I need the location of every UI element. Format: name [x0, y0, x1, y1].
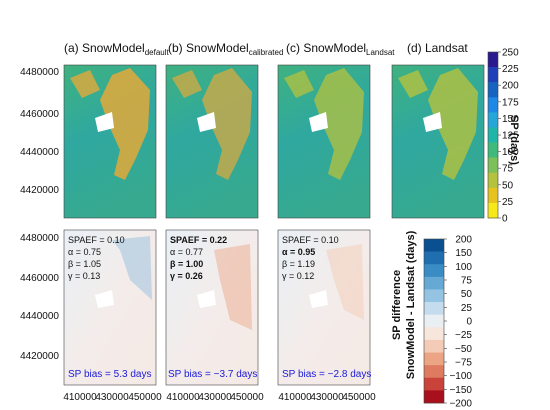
colorbar-bottom-swatch	[424, 339, 444, 353]
x-tick-a-3: 450000	[128, 392, 162, 403]
map-panel-c	[277, 64, 371, 219]
colorbar-bottom-swatch	[424, 276, 444, 290]
x-tick-a-2: 430000	[95, 392, 129, 403]
panel-title-a: (a) SnowModeldefault	[64, 41, 170, 57]
colorbar-top-swatch	[488, 97, 498, 113]
colorbar-bottom-tick-label: −100	[449, 371, 472, 382]
colorbar-bottom-tick-label: 200	[455, 235, 472, 246]
diff-panel-b	[165, 229, 259, 386]
colorbar-top-tick-label: 200	[502, 81, 519, 92]
colorbar-bottom-tick-label: 150	[455, 248, 472, 259]
colorbar-bottom-title: SP difference	[391, 270, 403, 340]
y-tick-bottom-1: 4480000	[20, 233, 59, 244]
bias-b: SP bias = −3.7 days	[168, 369, 257, 380]
colorbar-top-tick-label: 175	[502, 97, 519, 108]
colorbar-bottom-subtitle: SnowModel - Landsat (days)	[405, 230, 417, 379]
x-tick-b-2: 430000	[198, 392, 232, 403]
colorbar-top-tick-label: 0	[502, 214, 508, 225]
x-tick-c-1: 410000	[278, 392, 312, 403]
colorbar-bottom-swatch	[424, 327, 444, 341]
x-tick-b-3: 450000	[230, 392, 264, 403]
colorbar-bottom-swatch	[424, 390, 444, 404]
stats-c-beta: β = 1.19	[282, 259, 315, 269]
stats-c-alpha: α = 0.95	[282, 247, 315, 257]
map-panel-a	[63, 64, 157, 219]
colorbar-top-tick-label: 50	[502, 180, 514, 191]
bias-a: SP bias = 5.3 days	[68, 369, 151, 380]
colorbar-bottom-tick-label: 100	[455, 262, 472, 273]
colorbar-top-tick-label: 250	[502, 48, 519, 59]
stats-c-gamma: γ = 0.12	[282, 271, 314, 281]
stats-b-alpha: α = 0.77	[170, 247, 203, 257]
stats-a-spaef: SPAEF = 0.10	[68, 235, 125, 245]
panel-titles: (a) SnowModeldefault (b) SnowModelcalibr…	[64, 41, 468, 57]
colorbar-bottom-swatch	[424, 377, 444, 391]
colorbar-top-swatch	[488, 67, 498, 83]
colorbar-bottom-swatch	[424, 264, 444, 278]
stats-a-gamma: γ = 0.13	[68, 271, 100, 281]
colorbar-top-swatch	[488, 157, 498, 174]
colorbar-bottom-swatch	[424, 365, 444, 379]
panel-title-d: (d) Landsat	[407, 41, 468, 55]
colorbar-bottom-swatch	[424, 352, 444, 366]
colorbar-bottom-tick-label: −75	[455, 358, 472, 369]
colorbar-top-swatch	[488, 112, 498, 128]
diff-panel-c	[277, 229, 371, 386]
x-tick-a-1: 410000	[63, 392, 97, 403]
colorbar-bottom-tick-label: 50	[461, 289, 473, 300]
colorbar-bottom-swatch	[424, 239, 444, 252]
map-panel-b	[165, 64, 259, 219]
colorbar-top-tick-label: 75	[502, 164, 514, 175]
colorbar-bottom-tick-label: −50	[455, 344, 472, 355]
colorbar-bottom-tick-label: −200	[449, 399, 472, 410]
y-tick-bottom-4: 4420000	[20, 351, 59, 362]
colorbar-top-tick-label: 225	[502, 64, 519, 75]
bias-c: SP bias = −2.8 days	[282, 369, 371, 380]
colorbar-top-swatch	[488, 127, 498, 143]
colorbar-bottom-swatch	[424, 314, 444, 328]
y-tick-top-4: 4420000	[20, 185, 59, 196]
colorbar-top-swatch	[488, 172, 498, 189]
stats-b-gamma: γ = 0.26	[170, 271, 203, 281]
y-tick-top-3: 4440000	[20, 147, 59, 158]
colorbar-bottom-tick-label: −150	[449, 385, 472, 396]
y-tick-bottom-2: 4460000	[20, 273, 59, 284]
x-tick-c-2: 430000	[310, 392, 344, 403]
colorbar-bottom-tick-label: 25	[461, 303, 473, 314]
panel-title-c: (c) SnowModelLandsat	[286, 41, 395, 57]
x-tick-c-3: 450000	[342, 392, 376, 403]
x-tick-b-1: 410000	[166, 392, 200, 403]
colorbar-top-swatch	[488, 202, 498, 219]
colorbar-bottom-tick-label: 75	[461, 276, 473, 287]
colorbar-top-swatch	[488, 187, 498, 204]
colorbar-top-tick-label: 25	[502, 197, 514, 208]
colorbar-top-swatch	[488, 52, 498, 68]
colorbar-top-tick-label: 100	[502, 147, 519, 158]
stats-b-spaef: SPAEF = 0.22	[170, 235, 227, 245]
stats-b-beta: β = 1.00	[170, 259, 203, 269]
colorbar-bottom-swatch	[424, 289, 444, 303]
colorbar-bottom-swatch	[424, 251, 444, 265]
y-tick-top-2: 4460000	[20, 109, 59, 120]
stats-a-alpha: α = 0.75	[68, 247, 101, 257]
colorbar-top-tick-label: 150	[502, 114, 519, 125]
stats-a-beta: β = 1.05	[68, 259, 101, 269]
colorbar-bottom: 200 150 100 75 50 25 0 −25 −50 −75 −100 −150 −200	[423, 235, 473, 410]
colorbar-top-swatch	[488, 142, 498, 158]
colorbar-top-tick-label: 125	[502, 131, 519, 142]
panel-title-b: (b) SnowModelcalibrated	[168, 41, 283, 57]
y-tick-bottom-3: 4440000	[20, 311, 59, 322]
colorbar-bottom-tick-label: −25	[455, 330, 472, 341]
diff-panel-a	[63, 229, 157, 386]
y-tick-top-1: 4480000	[20, 67, 59, 78]
map-panel-d	[391, 64, 485, 219]
colorbar-top-title: SP (days)	[508, 115, 520, 165]
colorbar-bottom-tick-label: 0	[466, 317, 472, 328]
colorbar-bottom-swatch	[424, 302, 444, 315]
stats-c-spaef: SPAEF = 0.10	[282, 235, 339, 245]
colorbar-top-swatch	[488, 82, 498, 98]
